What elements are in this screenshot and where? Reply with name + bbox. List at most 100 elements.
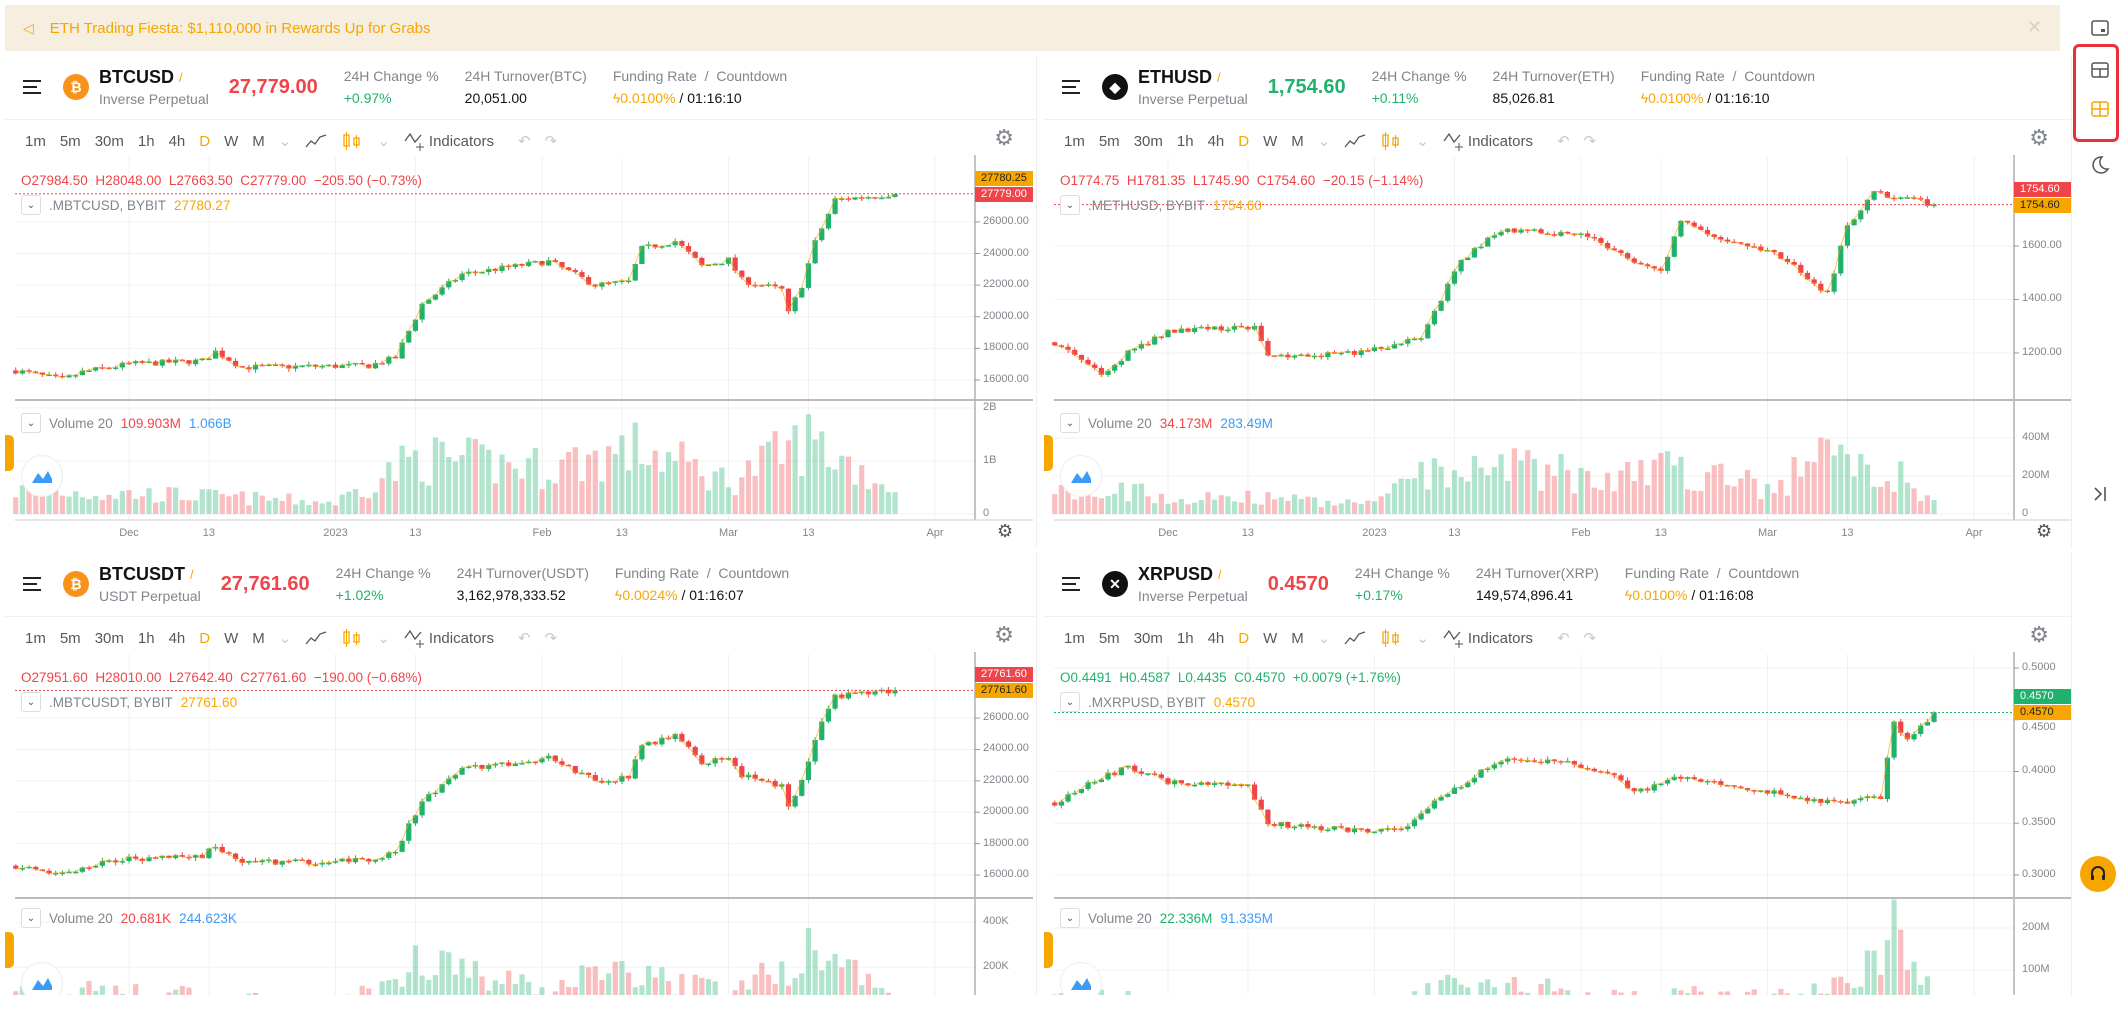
interval-1h[interactable]: 1h (1176, 132, 1194, 150)
chevron-down-icon[interactable]: ⌄ (1317, 630, 1331, 647)
interval-1m[interactable]: 1m (1064, 132, 1085, 150)
price-chart[interactable] (1044, 552, 2072, 995)
indicators-button[interactable]: Indicators (1443, 131, 1533, 151)
candlestick-icon[interactable] (1380, 628, 1402, 648)
headset-icon[interactable] (2080, 856, 2116, 892)
interval-W[interactable]: W (1263, 629, 1278, 647)
interval-D[interactable]: D (199, 629, 211, 647)
line-chart-icon[interactable] (1344, 630, 1366, 646)
interval-W[interactable]: W (1263, 132, 1278, 150)
edit-icon[interactable]: / (190, 567, 194, 582)
interval-5m[interactable]: 5m (59, 629, 81, 647)
interval-W[interactable]: W (224, 629, 239, 647)
expand-tab-left[interactable] (5, 932, 14, 968)
interval-5m[interactable]: 5m (59, 132, 81, 150)
banner-text[interactable]: ETH Trading Fiesta: $1,110,000 in Reward… (49, 19, 431, 37)
picture-in-picture-icon[interactable] (2090, 18, 2110, 38)
interval-M[interactable]: M (252, 629, 265, 647)
chevron-down-icon[interactable]: ⌄ (1060, 195, 1080, 215)
edit-icon[interactable]: / (179, 70, 183, 85)
interval-30m[interactable]: 30m (94, 629, 124, 647)
edit-icon[interactable]: / (1217, 70, 1221, 85)
interval-30m[interactable]: 30m (94, 132, 124, 150)
line-chart-icon[interactable] (305, 630, 327, 646)
chevron-down-icon[interactable]: ⌄ (21, 413, 41, 433)
expand-tab-left[interactable] (1044, 932, 1053, 968)
symbol-name[interactable]: ETHUSD (1138, 67, 1213, 87)
chevron-down-icon[interactable]: ⌄ (278, 133, 292, 150)
symbol-name[interactable]: BTCUSDT (99, 564, 185, 584)
line-chart-icon[interactable] (305, 133, 327, 149)
symbol-name[interactable]: XRPUSD (1138, 564, 1214, 584)
expand-tab-left[interactable] (5, 435, 14, 471)
interval-4h[interactable]: 4h (1207, 629, 1225, 647)
interval-M[interactable]: M (252, 132, 265, 150)
symbol-name[interactable]: BTCUSD (99, 67, 174, 87)
interval-4h[interactable]: 4h (168, 629, 186, 647)
candlestick-icon[interactable] (1380, 131, 1402, 151)
announcement-banner[interactable]: ◁ ETH Trading Fiesta: $1,110,000 in Rewa… (5, 5, 2060, 51)
moon-icon[interactable] (2090, 155, 2110, 175)
redo-icon[interactable]: ↷ (544, 133, 558, 150)
interval-4h[interactable]: 4h (168, 132, 186, 150)
redo-icon[interactable]: ↷ (544, 630, 558, 647)
undo-icon[interactable]: ↶ (1556, 133, 1570, 150)
candlestick-icon[interactable] (341, 131, 363, 151)
undo-icon[interactable]: ↶ (517, 133, 531, 150)
price-chart[interactable] (1044, 55, 2072, 547)
axis-settings-gear-icon[interactable]: ⚙ (2036, 521, 2053, 541)
interval-1m[interactable]: 1m (25, 629, 46, 647)
chevron-down-icon[interactable]: ⌄ (1416, 133, 1429, 150)
interval-M[interactable]: M (1291, 132, 1304, 150)
menu-icon[interactable] (1062, 577, 1080, 591)
indicators-button[interactable]: Indicators (1443, 628, 1533, 648)
layout-two-icon[interactable] (2090, 60, 2110, 80)
interval-1h[interactable]: 1h (137, 132, 155, 150)
line-chart-icon[interactable] (1344, 133, 1366, 149)
interval-5m[interactable]: 5m (1098, 132, 1120, 150)
interval-1m[interactable]: 1m (1064, 629, 1085, 647)
chevron-down-icon[interactable]: ⌄ (1416, 630, 1429, 647)
interval-1m[interactable]: 1m (25, 132, 46, 150)
menu-icon[interactable] (1062, 80, 1080, 94)
axis-settings-gear-icon[interactable]: ⚙ (997, 521, 1014, 541)
collapse-icon[interactable] (2090, 484, 2110, 504)
chevron-down-icon[interactable]: ⌄ (278, 630, 292, 647)
interval-D[interactable]: D (1238, 132, 1250, 150)
price-chart[interactable] (5, 552, 1037, 995)
interval-D[interactable]: D (1238, 629, 1250, 647)
interval-D[interactable]: D (199, 132, 211, 150)
chevron-down-icon[interactable]: ⌄ (21, 195, 41, 215)
edit-icon[interactable]: / (1218, 567, 1222, 582)
layout-four-icon[interactable] (2090, 99, 2110, 119)
close-icon[interactable]: ✕ (2026, 17, 2042, 37)
chevron-down-icon[interactable]: ⌄ (21, 908, 41, 928)
indicators-button[interactable]: Indicators (404, 628, 494, 648)
redo-icon[interactable]: ↷ (1583, 133, 1597, 150)
settings-gear-icon[interactable]: ⚙ (2029, 622, 2049, 647)
settings-gear-icon[interactable]: ⚙ (2029, 125, 2049, 150)
redo-icon[interactable]: ↷ (1583, 630, 1597, 647)
chevron-down-icon[interactable]: ⌄ (1060, 413, 1080, 433)
interval-1h[interactable]: 1h (137, 629, 155, 647)
menu-icon[interactable] (23, 80, 41, 94)
chevron-down-icon[interactable]: ⌄ (377, 133, 390, 150)
interval-W[interactable]: W (224, 132, 239, 150)
interval-30m[interactable]: 30m (1133, 132, 1163, 150)
indicators-button[interactable]: Indicators (404, 131, 494, 151)
chevron-down-icon[interactable]: ⌄ (1060, 692, 1080, 712)
interval-M[interactable]: M (1291, 629, 1304, 647)
chevron-down-icon[interactable]: ⌄ (1317, 133, 1331, 150)
price-chart[interactable] (5, 55, 1037, 547)
undo-icon[interactable]: ↶ (1556, 630, 1570, 647)
chevron-down-icon[interactable]: ⌄ (1060, 908, 1080, 928)
chevron-down-icon[interactable]: ⌄ (377, 630, 390, 647)
interval-1h[interactable]: 1h (1176, 629, 1194, 647)
interval-5m[interactable]: 5m (1098, 629, 1120, 647)
candlestick-icon[interactable] (341, 628, 363, 648)
menu-icon[interactable] (23, 577, 41, 591)
settings-gear-icon[interactable]: ⚙ (994, 125, 1014, 150)
chevron-down-icon[interactable]: ⌄ (21, 692, 41, 712)
undo-icon[interactable]: ↶ (517, 630, 531, 647)
interval-30m[interactable]: 30m (1133, 629, 1163, 647)
